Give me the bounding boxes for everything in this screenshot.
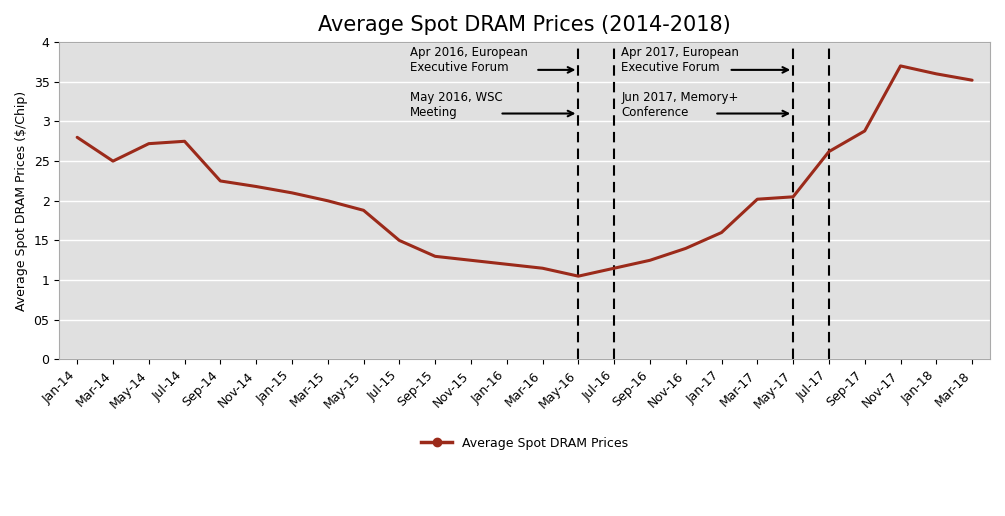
Title: Average Spot DRAM Prices (2014-2018): Average Spot DRAM Prices (2014-2018)	[319, 15, 731, 35]
Text: May 2016, WSC
Meeting: May 2016, WSC Meeting	[410, 91, 502, 119]
Y-axis label: Average Spot DRAM Prices ($/Chip): Average Spot DRAM Prices ($/Chip)	[15, 91, 28, 311]
Text: Apr 2016, European
Executive Forum: Apr 2016, European Executive Forum	[410, 46, 528, 74]
Legend: Average Spot DRAM Prices: Average Spot DRAM Prices	[416, 432, 633, 455]
Text: Apr 2017, European
Executive Forum: Apr 2017, European Executive Forum	[621, 46, 739, 74]
Text: Jun 2017, Memory+
Conference: Jun 2017, Memory+ Conference	[621, 91, 739, 119]
